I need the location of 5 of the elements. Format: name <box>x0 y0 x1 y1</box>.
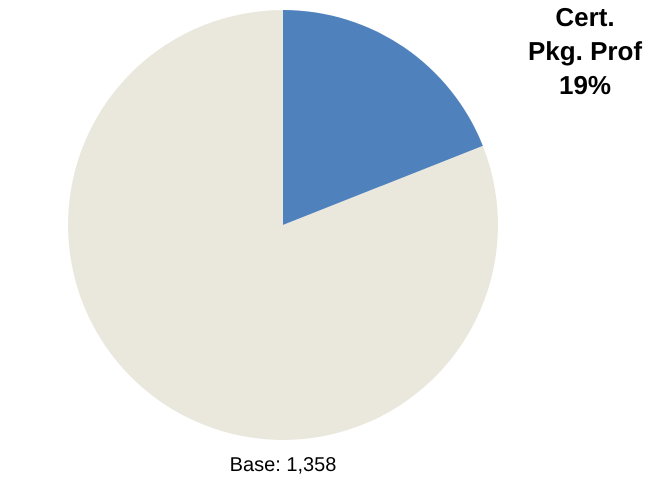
pie-slice <box>68 10 498 440</box>
pie-slice <box>283 10 483 225</box>
slice-label: Cert. Pkg. Prof <box>528 2 642 66</box>
text: Base: 1,358 <box>230 454 336 476</box>
data-label: 19% <box>558 70 612 100</box>
